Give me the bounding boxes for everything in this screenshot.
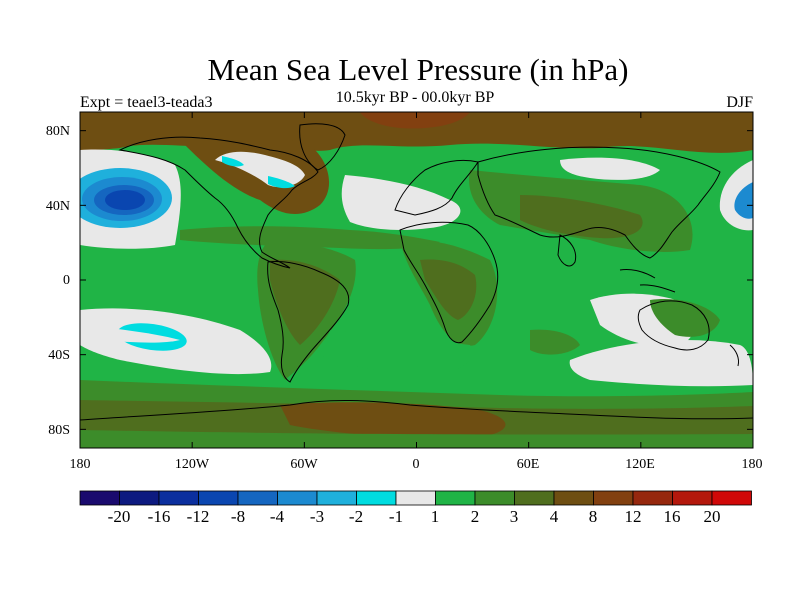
coastlines — [80, 123, 753, 421]
lat-label-80n: 80N — [45, 124, 70, 139]
colorbar-box — [237, 490, 278, 506]
lat-label-40s: 40S — [48, 348, 70, 363]
field-natl-neutral — [341, 175, 461, 230]
colorbar-label: -12 — [186, 507, 210, 526]
lon-label-60w: 60W — [290, 457, 318, 472]
field-africa-3-4 — [420, 259, 477, 320]
colorbar — [79, 490, 752, 506]
colorbar-box — [711, 490, 752, 506]
field-antarctic-edge — [80, 430, 753, 448]
colorbar-box — [119, 490, 160, 506]
colorbar-box — [474, 490, 515, 506]
field-canada-low-west — [222, 156, 244, 167]
colorbar-label: -2 — [348, 507, 364, 526]
field-samerica-3-4 — [270, 259, 340, 345]
coast-se-asia — [619, 269, 676, 293]
lat-label-80s: 80S — [48, 423, 70, 438]
colorbar-label: -4 — [269, 507, 285, 526]
map-title: Mean Sea Level Pressure (in hPa) — [207, 52, 629, 87]
field-canada-low-east — [268, 176, 295, 189]
field-australia-2-3 — [650, 299, 720, 337]
colorbar-box — [277, 490, 318, 506]
field-epac-low — [734, 182, 753, 219]
coast-africa — [399, 221, 499, 344]
colorbar-label: -20 — [107, 507, 131, 526]
field-sindian-neutral — [569, 340, 753, 387]
coast-greenland — [299, 123, 346, 171]
field-antarctic-4-8 — [280, 402, 506, 439]
colorbar-box — [198, 490, 239, 506]
colorbar-box — [632, 490, 673, 506]
colorbar-box — [316, 490, 357, 506]
coast-antarctica — [80, 399, 753, 421]
colorbar-label: 4 — [549, 507, 559, 526]
field-spac-neutral-west — [80, 325, 180, 343]
colorbar-box — [514, 490, 555, 506]
field-arctic-high — [80, 112, 753, 153]
colorbar-box — [672, 490, 713, 506]
field-arctic-peak — [360, 112, 470, 129]
field-asia-3-4 — [520, 195, 643, 239]
lon-label-180e: 180 — [741, 457, 763, 472]
lon-label-120w: 120W — [174, 457, 210, 472]
coast-australia — [637, 300, 710, 351]
field-indian-2-3 — [530, 329, 580, 355]
coast-asia — [477, 146, 721, 259]
pressure-field — [80, 112, 753, 448]
season-label: DJF — [726, 94, 753, 111]
colorbar-box — [593, 490, 634, 506]
coast-south-america — [267, 261, 350, 383]
colorbar-label: -16 — [147, 507, 171, 526]
colorbar-label: -3 — [309, 507, 325, 526]
colorbar-label: 3 — [509, 507, 519, 526]
map-subtitle: 10.5kyr BP - 00.0kyr BP — [335, 89, 495, 106]
colorbar-label: 20 — [703, 507, 721, 526]
lon-label-60e: 60E — [516, 457, 540, 472]
field-tropics-2-3 — [180, 226, 440, 250]
coast-north-america — [118, 136, 319, 269]
colorbar-label: -8 — [230, 507, 246, 526]
axis-ticks — [79, 112, 754, 448]
colorbar-label: 2 — [470, 507, 480, 526]
lat-label-0: 0 — [63, 273, 70, 288]
colorbar-label: -1 — [388, 507, 404, 526]
lon-label-180w: 180 — [69, 457, 91, 472]
colorbar-label: 12 — [624, 507, 642, 526]
lon-label-120e: 120E — [625, 457, 655, 472]
coast-new-zealand — [729, 344, 739, 367]
experiment-label: Expt = teael3-teada3 — [80, 94, 213, 111]
colorbar-label: 16 — [663, 507, 681, 526]
field-satl-1-2 — [320, 330, 473, 375]
colorbar-box — [356, 490, 397, 506]
colorbar-label: 1 — [430, 507, 440, 526]
colorbar-box — [158, 490, 199, 506]
colorbar-box — [553, 490, 594, 506]
coast-india — [557, 234, 577, 267]
colorbar-label: 8 — [588, 507, 598, 526]
field-eurasia-neutral — [560, 157, 660, 180]
lat-label-40n: 40N — [45, 199, 70, 214]
lon-label-0: 0 — [412, 457, 420, 472]
colorbar-box — [435, 490, 476, 506]
colorbar-box — [79, 490, 120, 506]
colorbar-box — [395, 490, 436, 506]
field-npac-l4 — [105, 190, 145, 210]
